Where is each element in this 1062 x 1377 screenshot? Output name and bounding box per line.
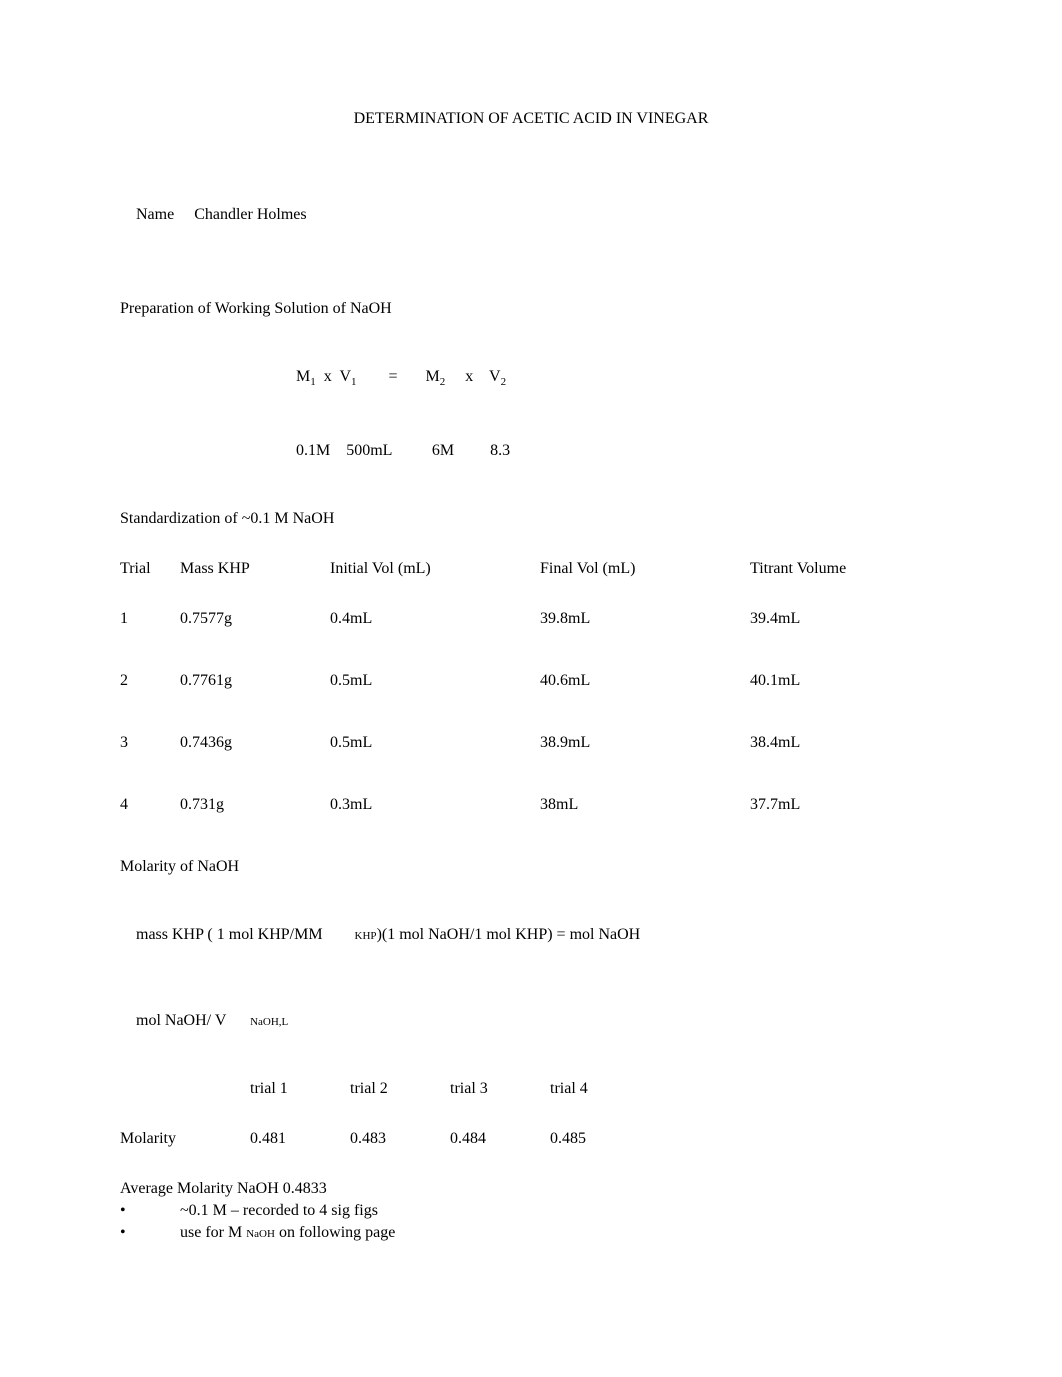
- khp-row: 1 0.7577g 0.4mL 39.8mL 39.4mL: [120, 610, 942, 628]
- average-line: Average Molarity NaOH 0.4833: [120, 1180, 942, 1198]
- khp-cell-tvol: 39.4mL: [750, 610, 942, 628]
- molarity-value: 0.483: [350, 1130, 450, 1148]
- khp-header-fvol: Final Vol (mL): [540, 560, 750, 578]
- dilution-equation-values: 0.1M 500mL 6M 8.3: [120, 424, 942, 478]
- name-line: Name Chandler Holmes: [120, 188, 942, 242]
- khp-cell-fvol: 38mL: [540, 796, 750, 814]
- khp-cell-fvol: 38.9mL: [540, 734, 750, 752]
- khp-cell-tvol: 38.4mL: [750, 734, 942, 752]
- khp-cell-fvol: 40.6mL: [540, 672, 750, 690]
- trial-label: trial 1: [250, 1080, 350, 1098]
- khp-cell-ivol: 0.5mL: [330, 672, 540, 690]
- khp-cell-ivol: 0.5mL: [330, 734, 540, 752]
- khp-header-mass: Mass KHP: [180, 560, 330, 578]
- khp-cell-trial: 3: [120, 734, 180, 752]
- prep-heading: Preparation of Working Solution of NaOH: [120, 300, 942, 318]
- khp-header-tvol: Titrant Volume: [750, 560, 942, 578]
- molarity-heading: Molarity of NaOH: [120, 858, 942, 876]
- name-value: Chandler Holmes: [194, 206, 306, 223]
- khp-cell-ivol: 0.3mL: [330, 796, 540, 814]
- khp-row: 3 0.7436g 0.5mL 38.9mL 38.4mL: [120, 734, 942, 752]
- trial-label: trial 2: [350, 1080, 450, 1098]
- khp-cell-mass: 0.7436g: [180, 734, 330, 752]
- bullet-row: • ~0.1 M – recorded to 4 sig figs: [120, 1202, 942, 1220]
- khp-row: 2 0.7761g 0.5mL 40.6mL 40.1mL: [120, 672, 942, 690]
- khp-cell-trial: 1: [120, 610, 180, 628]
- bullet-icon: •: [120, 1224, 130, 1242]
- molarity-value: 0.485: [550, 1130, 650, 1148]
- khp-header-row: Trial Mass KHP Initial Vol (mL) Final Vo…: [120, 560, 942, 578]
- trial-label: trial 3: [450, 1080, 550, 1098]
- khp-cell-tvol: 37.7mL: [750, 796, 942, 814]
- molarity-value: 0.484: [450, 1130, 550, 1148]
- khp-cell-ivol: 0.4mL: [330, 610, 540, 628]
- khp-header-ivol: Initial Vol (mL): [330, 560, 540, 578]
- trial-label: trial 4: [550, 1080, 650, 1098]
- molarity-eq1: mass KHP ( 1 mol KHP/MM KHP)(1 mol NaOH/…: [120, 908, 942, 962]
- khp-cell-trial: 2: [120, 672, 180, 690]
- khp-cell-mass: 0.7761g: [180, 672, 330, 690]
- std-heading: Standardization of ~0.1 M NaOH: [120, 510, 942, 528]
- dilution-equation-symbols: M1 x V1 = M2 x V2: [120, 350, 942, 406]
- khp-cell-mass: 0.7577g: [180, 610, 330, 628]
- molarity-row-label: Molarity: [120, 1130, 250, 1148]
- trial-labels-row: trial 1 trial 2 trial 3 trial 4: [120, 1080, 942, 1098]
- khp-row: 4 0.731g 0.3mL 38mL 37.7mL: [120, 796, 942, 814]
- molarity-eq2: mol NaOH/ V NaOH,L: [120, 994, 942, 1048]
- khp-header-trial: Trial: [120, 560, 180, 578]
- khp-cell-trial: 4: [120, 796, 180, 814]
- molarity-value: 0.481: [250, 1130, 350, 1148]
- khp-cell-tvol: 40.1mL: [750, 672, 942, 690]
- bullet-icon: •: [120, 1202, 130, 1220]
- page-title: DETERMINATION OF ACETIC ACID IN VINEGAR: [120, 110, 942, 128]
- name-label: Name: [136, 206, 174, 223]
- khp-cell-mass: 0.731g: [180, 796, 330, 814]
- molarity-values-row: Molarity 0.481 0.483 0.484 0.485: [120, 1130, 942, 1148]
- bullet-row: • use for M NaOH on following page: [120, 1224, 942, 1242]
- khp-cell-fvol: 39.8mL: [540, 610, 750, 628]
